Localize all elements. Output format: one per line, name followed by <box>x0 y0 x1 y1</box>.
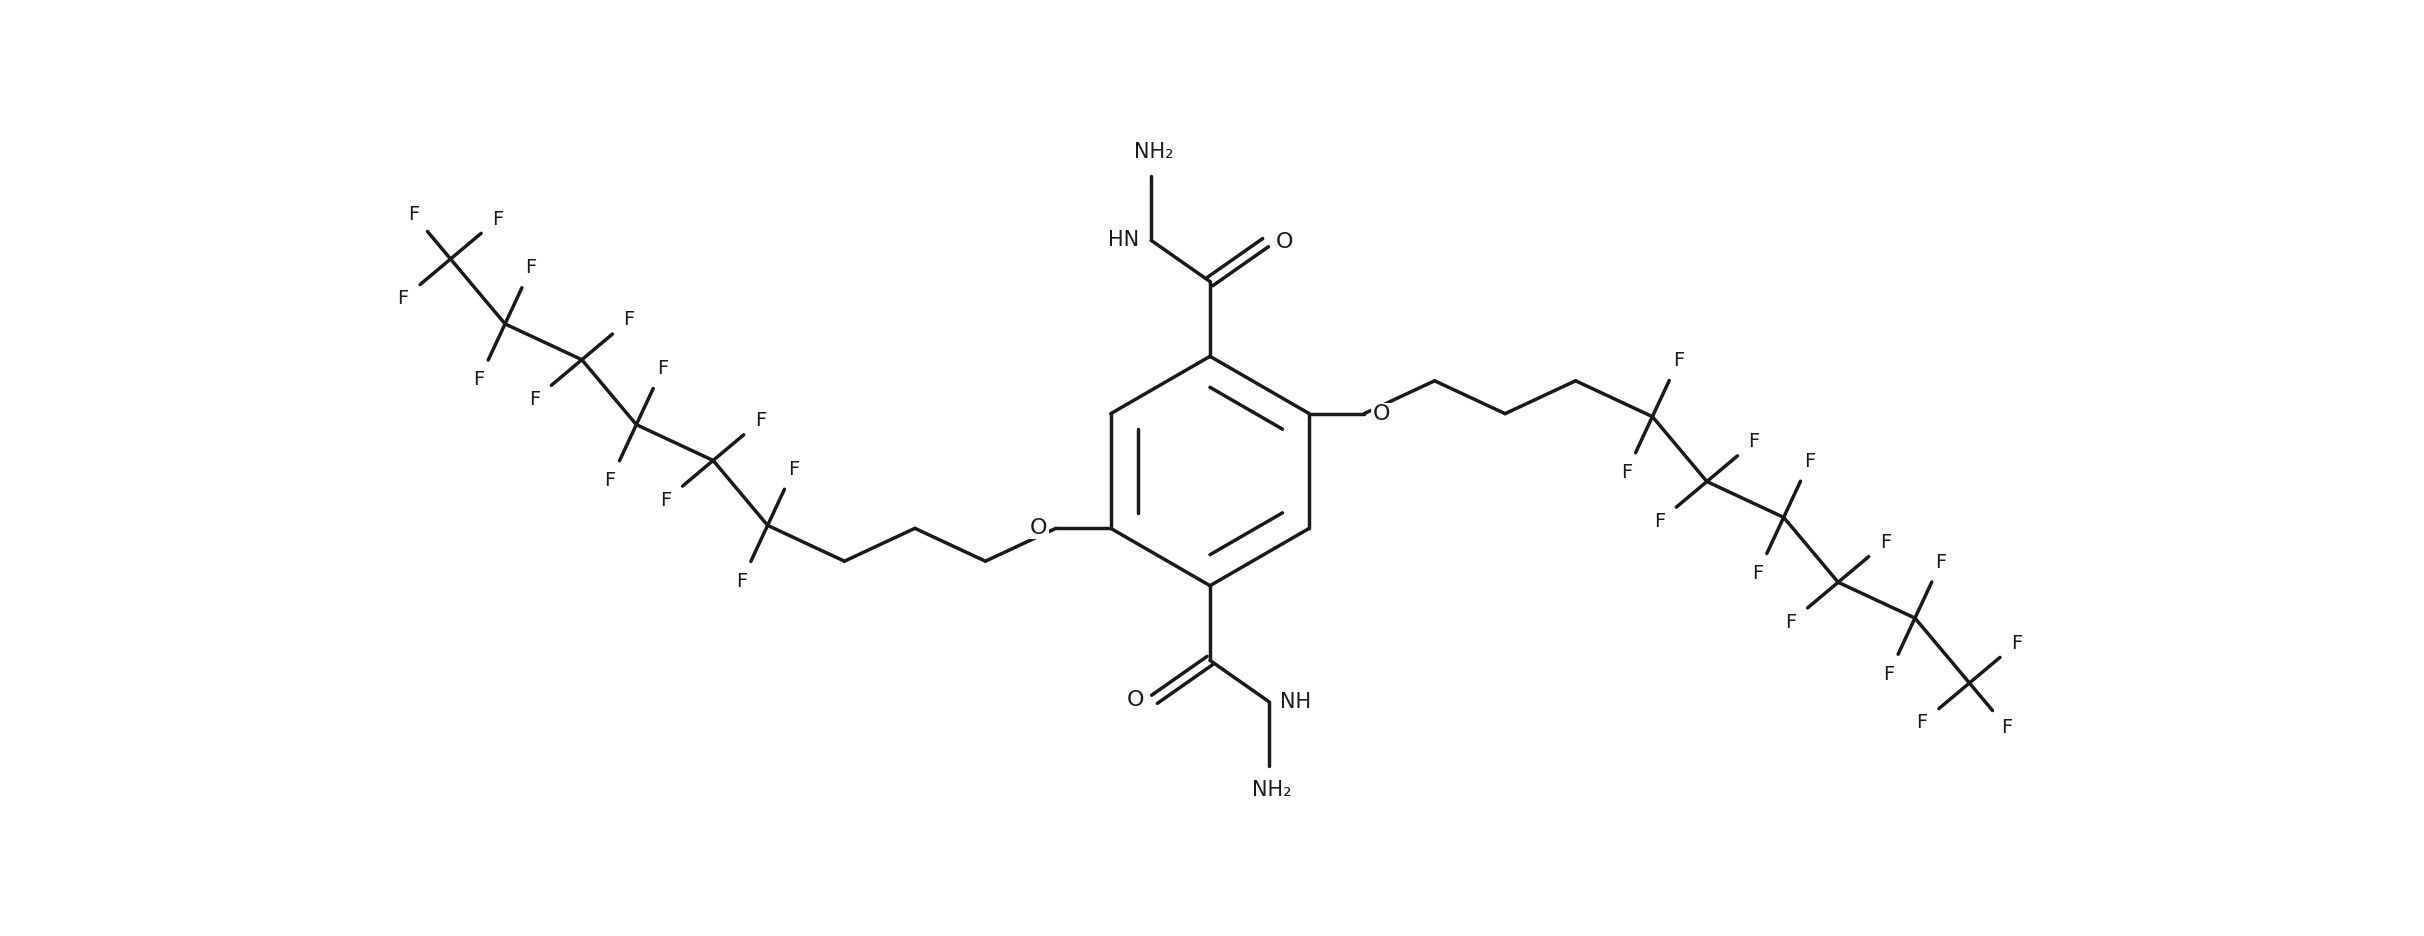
Text: F: F <box>788 460 800 479</box>
Text: F: F <box>623 311 635 329</box>
Text: F: F <box>1753 563 1762 583</box>
Text: F: F <box>2000 718 2012 737</box>
Text: NH: NH <box>1280 692 1311 711</box>
Text: F: F <box>1803 452 1816 471</box>
Text: F: F <box>1883 665 1896 683</box>
Text: F: F <box>1673 351 1685 370</box>
Text: NH₂: NH₂ <box>1134 141 1173 162</box>
Text: F: F <box>473 371 485 389</box>
Text: F: F <box>659 490 671 510</box>
Text: F: F <box>1622 463 1631 482</box>
Text: HN: HN <box>1108 230 1139 251</box>
Text: F: F <box>528 390 541 409</box>
Text: O: O <box>1127 691 1144 710</box>
Text: F: F <box>398 289 410 308</box>
Text: F: F <box>604 471 616 490</box>
Text: F: F <box>657 359 669 378</box>
Text: O: O <box>1030 519 1047 538</box>
Text: O: O <box>1372 403 1389 424</box>
Text: F: F <box>407 205 419 225</box>
Text: F: F <box>1881 533 1891 552</box>
Text: F: F <box>526 258 536 277</box>
Text: F: F <box>1784 612 1796 632</box>
Text: F: F <box>1917 713 1927 732</box>
Text: F: F <box>737 572 747 591</box>
Text: F: F <box>754 411 766 431</box>
Text: F: F <box>1748 432 1760 451</box>
Text: F: F <box>492 210 504 228</box>
Text: F: F <box>1653 512 1665 531</box>
Text: F: F <box>2012 634 2022 652</box>
Text: F: F <box>1934 552 1946 572</box>
Text: O: O <box>1275 232 1294 252</box>
Text: NH₂: NH₂ <box>1251 781 1292 800</box>
